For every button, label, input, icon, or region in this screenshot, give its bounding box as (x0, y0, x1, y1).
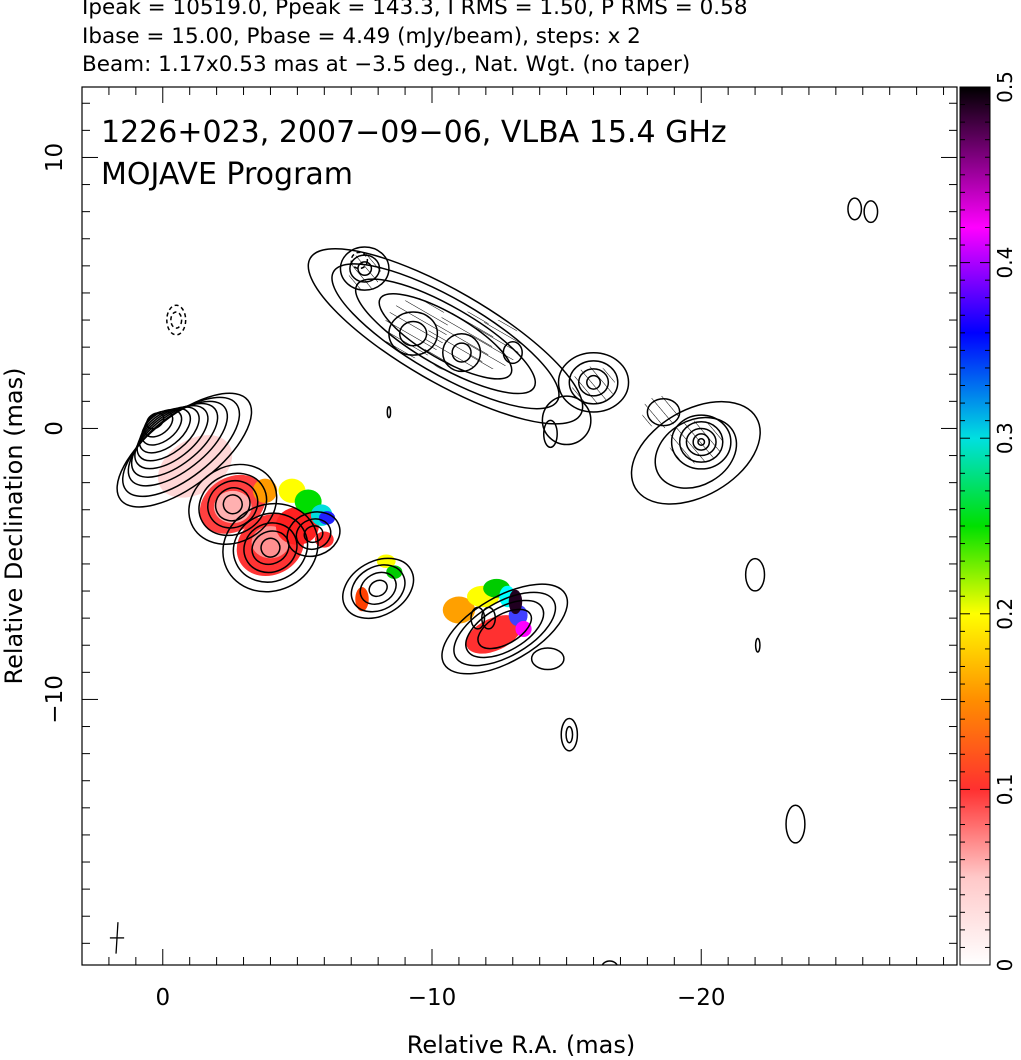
contour-line (601, 960, 618, 965)
contour-line (130, 402, 219, 478)
contour-line (692, 433, 711, 451)
y-tick-label: 10 (42, 143, 68, 172)
contour-line (441, 583, 569, 675)
beam-marker (109, 922, 125, 954)
colorbar-tick-label: 0.1 (993, 773, 1017, 805)
contour-line (243, 522, 298, 574)
header-line-2: Ibase = 15.00, Pbase = 4.49 (mJy/beam), … (82, 24, 641, 49)
plot-frame (81, 86, 958, 966)
contour-line (260, 537, 281, 558)
y-tick-label: −10 (42, 675, 68, 724)
contour-line (357, 261, 373, 277)
contour-line (207, 479, 259, 529)
contour-line (350, 251, 369, 270)
polarization-blob (515, 620, 532, 638)
contour-line (295, 518, 332, 551)
contour-line (386, 406, 392, 419)
contour-line (453, 591, 557, 667)
contour-line (863, 200, 879, 224)
x-tick-label: −20 (677, 985, 726, 1011)
contour-line (170, 311, 183, 329)
contour-line (354, 278, 537, 395)
colorbar-tick-label: 0 (993, 959, 1017, 972)
contour-line (134, 404, 209, 470)
y-axis-label: Relative Declination (mas) (0, 367, 28, 684)
contour-line (141, 408, 183, 446)
contour-line (530, 647, 565, 671)
contour-line (630, 400, 761, 505)
negative-polarization-hatching (348, 252, 723, 464)
y-tick-label: 0 (42, 421, 68, 436)
contour-line (481, 606, 497, 630)
contour-line (398, 320, 428, 347)
contour-line (541, 395, 592, 446)
contour-line (198, 472, 268, 537)
contour-line (359, 571, 397, 605)
x-tick-label: 0 (155, 985, 170, 1011)
contour-line (303, 525, 324, 544)
contour-line (442, 332, 482, 373)
contour-line (685, 427, 717, 457)
contour-line (342, 557, 415, 620)
colorbar-tick-label: 0.3 (993, 422, 1017, 454)
hatch-region (572, 366, 616, 404)
contour-line (577, 368, 610, 397)
contour-line (568, 360, 619, 405)
contour-line (670, 414, 732, 470)
contour-line (646, 397, 681, 427)
chart-title: 1226+023, 2007−09−06, VLBA 15.4 GHz (101, 115, 727, 150)
contour-line (222, 502, 319, 593)
contour-line (339, 246, 390, 291)
hatch-region (348, 252, 381, 291)
colorbar-axis: 0 0.1 0.2 0.3 0.4 0.5 (960, 71, 1017, 971)
chart-subtitle: MOJAVE Program (101, 157, 353, 192)
contour-line (586, 374, 602, 390)
contour-line (697, 438, 706, 446)
x-tick-label: −10 (408, 985, 457, 1011)
contour-line (214, 487, 251, 522)
contour-line (136, 406, 200, 462)
contour-line (754, 637, 761, 653)
total-intensity-contours (116, 197, 879, 965)
contour-line (477, 608, 533, 650)
colorbar-tick-label: 0.4 (993, 247, 1017, 279)
contour-line (785, 804, 806, 844)
contour-line (557, 352, 630, 413)
contour-line (378, 292, 513, 380)
contour-line (565, 725, 574, 744)
contour-line (654, 416, 738, 489)
contour-line (470, 606, 486, 630)
contour-line (307, 247, 584, 425)
polarization-blob (314, 531, 334, 548)
contour-line (847, 197, 863, 221)
plot-axes: 0 −10 −20 10 0 −10 (42, 87, 957, 1011)
contour-line (388, 311, 439, 356)
colorbar-tick-label: 0.5 (993, 71, 1017, 103)
header-line-3: Beam: 1.17x0.53 mas at −3.5 deg., Nat. W… (82, 52, 691, 77)
contour-line (451, 342, 472, 363)
header-line-1: Ipeak = 10519.0, Ppeak = 143.3, I RMS = … (82, 0, 748, 20)
contour-line (286, 511, 341, 558)
contour-line (127, 400, 229, 487)
contour-line (143, 410, 174, 438)
contour-line (502, 341, 523, 365)
contour-line (188, 463, 278, 545)
contour-line (542, 419, 558, 449)
x-axis-label: Relative R.A. (mas) (407, 1031, 635, 1059)
contour-line (222, 494, 243, 515)
contour-line (138, 407, 192, 454)
contour-line (331, 263, 560, 410)
contour-line (744, 557, 766, 592)
contour-line (145, 412, 165, 430)
contour-line (560, 717, 579, 752)
contour-line (368, 579, 388, 598)
colorbar-tick-label: 0.2 (993, 598, 1017, 630)
contour-line (350, 564, 406, 613)
contour-line (678, 421, 724, 463)
contour-line (166, 304, 187, 336)
